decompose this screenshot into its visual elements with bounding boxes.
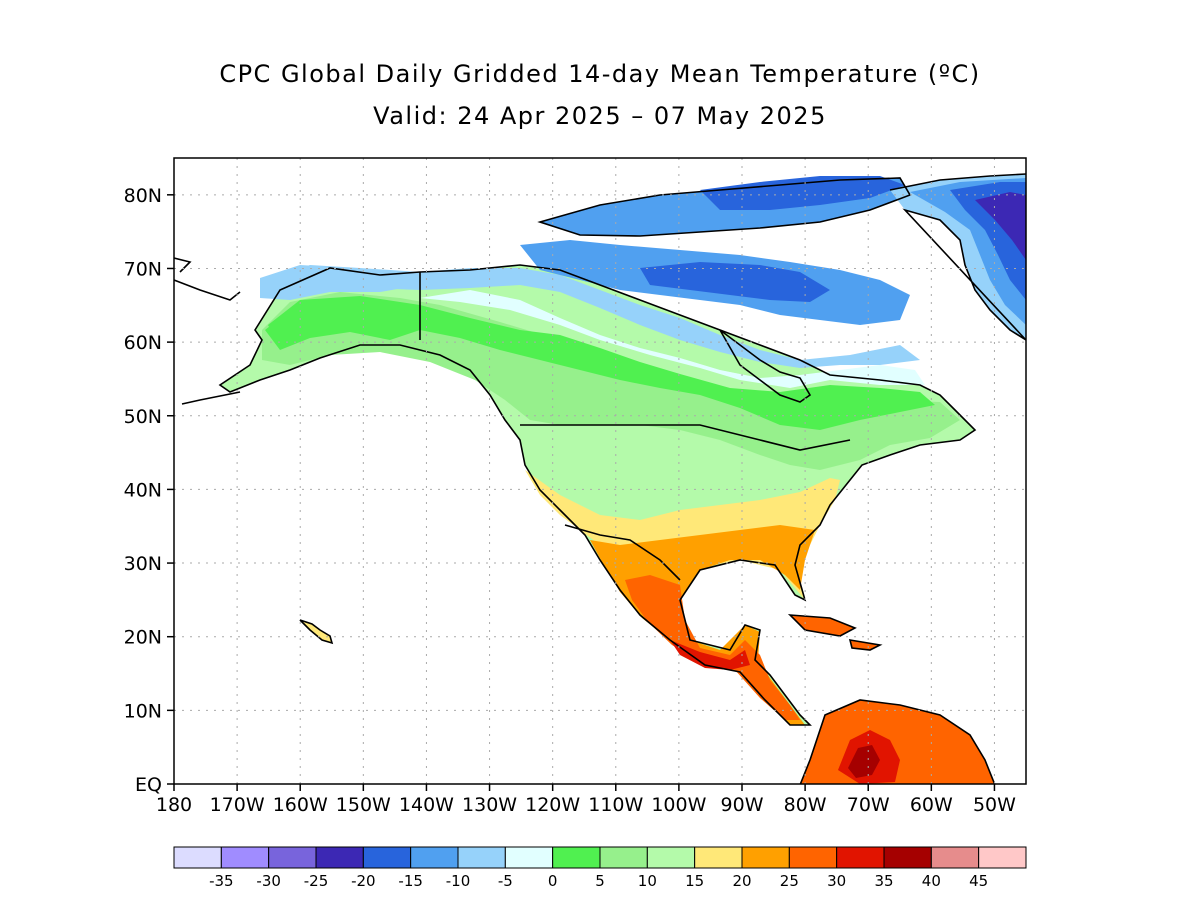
lat-tick-label: 40N bbox=[124, 479, 162, 501]
us-mexico-border bbox=[564, 524, 681, 581]
colorbar-swatch bbox=[930, 846, 980, 869]
colorbar-label: 35 bbox=[874, 872, 893, 890]
coastlines bbox=[174, 173, 1026, 784]
lon-tick-label: 100W bbox=[651, 794, 706, 816]
lat-tick-label: 60N bbox=[124, 332, 162, 354]
colorbar-label: 0 bbox=[548, 872, 558, 890]
colorbar-swatch bbox=[220, 846, 270, 869]
lon-tick-label: 110W bbox=[588, 794, 643, 816]
colorbar-label: 20 bbox=[732, 872, 751, 890]
colorbar-swatch bbox=[599, 846, 648, 869]
colorbar-label: 15 bbox=[685, 872, 704, 890]
alaska-north-minus10 bbox=[260, 265, 420, 300]
lon-tick-label: 90W bbox=[721, 794, 764, 816]
colorbar-swatch bbox=[741, 846, 790, 869]
colorbar-label: -10 bbox=[446, 872, 471, 890]
colorbar-swatch bbox=[410, 846, 459, 869]
colorbar-label: 10 bbox=[638, 872, 657, 890]
colorbar-label: -35 bbox=[209, 872, 234, 890]
lon-tick-label: 160W bbox=[273, 794, 328, 816]
colorbar-swatch bbox=[883, 846, 932, 869]
greenland-outline bbox=[889, 173, 1026, 341]
us-canada-border bbox=[520, 424, 851, 451]
colorbar-swatch bbox=[362, 846, 412, 869]
colorbar-label: -30 bbox=[256, 872, 281, 890]
lon-tick-label: 170W bbox=[210, 794, 265, 816]
lat-tick-label: 50N bbox=[124, 406, 162, 428]
lat-tick-label: EQ bbox=[135, 774, 162, 796]
alaska-0-5 bbox=[265, 298, 420, 350]
map-subtitle: Valid: 24 Apr 2025 – 07 May 2025 bbox=[373, 102, 827, 130]
na-coastline bbox=[218, 264, 977, 726]
lat-tick-label: 80N bbox=[124, 185, 162, 207]
colorbar-swatch bbox=[552, 846, 601, 869]
colorbar-label: 40 bbox=[922, 872, 941, 890]
colorbar-label: 30 bbox=[827, 872, 846, 890]
baffin-minus15 bbox=[640, 262, 830, 302]
lat-tick-label: 10N bbox=[124, 700, 162, 722]
hawaii bbox=[300, 620, 332, 643]
colorbar-label: -15 bbox=[398, 872, 423, 890]
south-america-outline bbox=[799, 699, 996, 784]
south-america-35-40 bbox=[848, 745, 880, 778]
lon-tick-label: 140W bbox=[399, 794, 454, 816]
colorbar-swatch bbox=[788, 846, 838, 869]
map-title: CPC Global Daily Gridded 14-day Mean Tem… bbox=[219, 60, 981, 88]
hawaii-outline bbox=[299, 619, 334, 645]
colorbar-swatch bbox=[457, 846, 506, 869]
colorbar-swatch bbox=[315, 846, 364, 869]
colorbar-swatch bbox=[504, 846, 554, 869]
lon-tick-label: 180 bbox=[156, 794, 192, 816]
aleutians bbox=[181, 391, 241, 405]
colorbar-swatch bbox=[978, 846, 1027, 869]
mexico-25-30 bbox=[625, 575, 800, 720]
lat-tick-label: 20N bbox=[124, 627, 162, 649]
colorbar-swatch bbox=[646, 846, 696, 869]
colorbar-label: 5 bbox=[595, 872, 605, 890]
colorbar-label: -20 bbox=[351, 872, 376, 890]
lon-tick-label: 70W bbox=[847, 794, 890, 816]
colorbar-label: -5 bbox=[498, 872, 513, 890]
lat-tick-label: 70N bbox=[124, 258, 162, 280]
colorbar-swatch bbox=[173, 846, 222, 869]
greenland-minus25 bbox=[975, 192, 1026, 260]
colorbar: -35 -30 -25 -20 -15 -10 -5 0 5 10 15 20 25 30 35 40 45 bbox=[173, 846, 1027, 890]
map-frame bbox=[173, 157, 1027, 785]
colorbar-label: 25 bbox=[780, 872, 799, 890]
boreal-0-5 bbox=[268, 296, 935, 430]
graticule bbox=[174, 158, 1026, 784]
russia-fragment bbox=[174, 257, 241, 301]
us-south-15-20 bbox=[525, 470, 840, 600]
lon-tick-label: 120W bbox=[525, 794, 580, 816]
lon-tick-label: 80W bbox=[784, 794, 827, 816]
colorbar-swatch bbox=[268, 846, 317, 869]
lon-tick-label: 50W bbox=[973, 794, 1016, 816]
lon-tick-label: 130W bbox=[462, 794, 517, 816]
arctic-coast-minus5-0 bbox=[420, 290, 925, 388]
caribbean-outline bbox=[787, 614, 883, 651]
mexico-30-35 bbox=[670, 640, 750, 670]
colorbar-label: -25 bbox=[304, 872, 329, 890]
temperature-field bbox=[220, 174, 1026, 784]
lon-tick-label: 150W bbox=[336, 794, 391, 816]
arctic-islands-minus20 bbox=[700, 176, 905, 210]
lat-tick-label: 30N bbox=[124, 553, 162, 575]
hudson-bay-outline bbox=[719, 329, 812, 403]
lon-tick-label: 60W bbox=[910, 794, 953, 816]
colorbar-swatch bbox=[694, 846, 743, 869]
colorbar-swatch bbox=[836, 846, 885, 869]
colorbar-label: 45 bbox=[969, 872, 988, 890]
